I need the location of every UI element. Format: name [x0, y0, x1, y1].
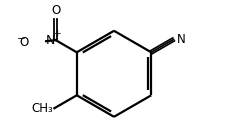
Text: O: O: [19, 36, 28, 49]
Text: N: N: [45, 34, 55, 47]
Text: +: +: [53, 29, 60, 38]
Text: N: N: [176, 33, 185, 46]
Text: −: −: [17, 34, 26, 44]
Text: O: O: [51, 4, 60, 17]
Text: CH₃: CH₃: [31, 102, 53, 115]
